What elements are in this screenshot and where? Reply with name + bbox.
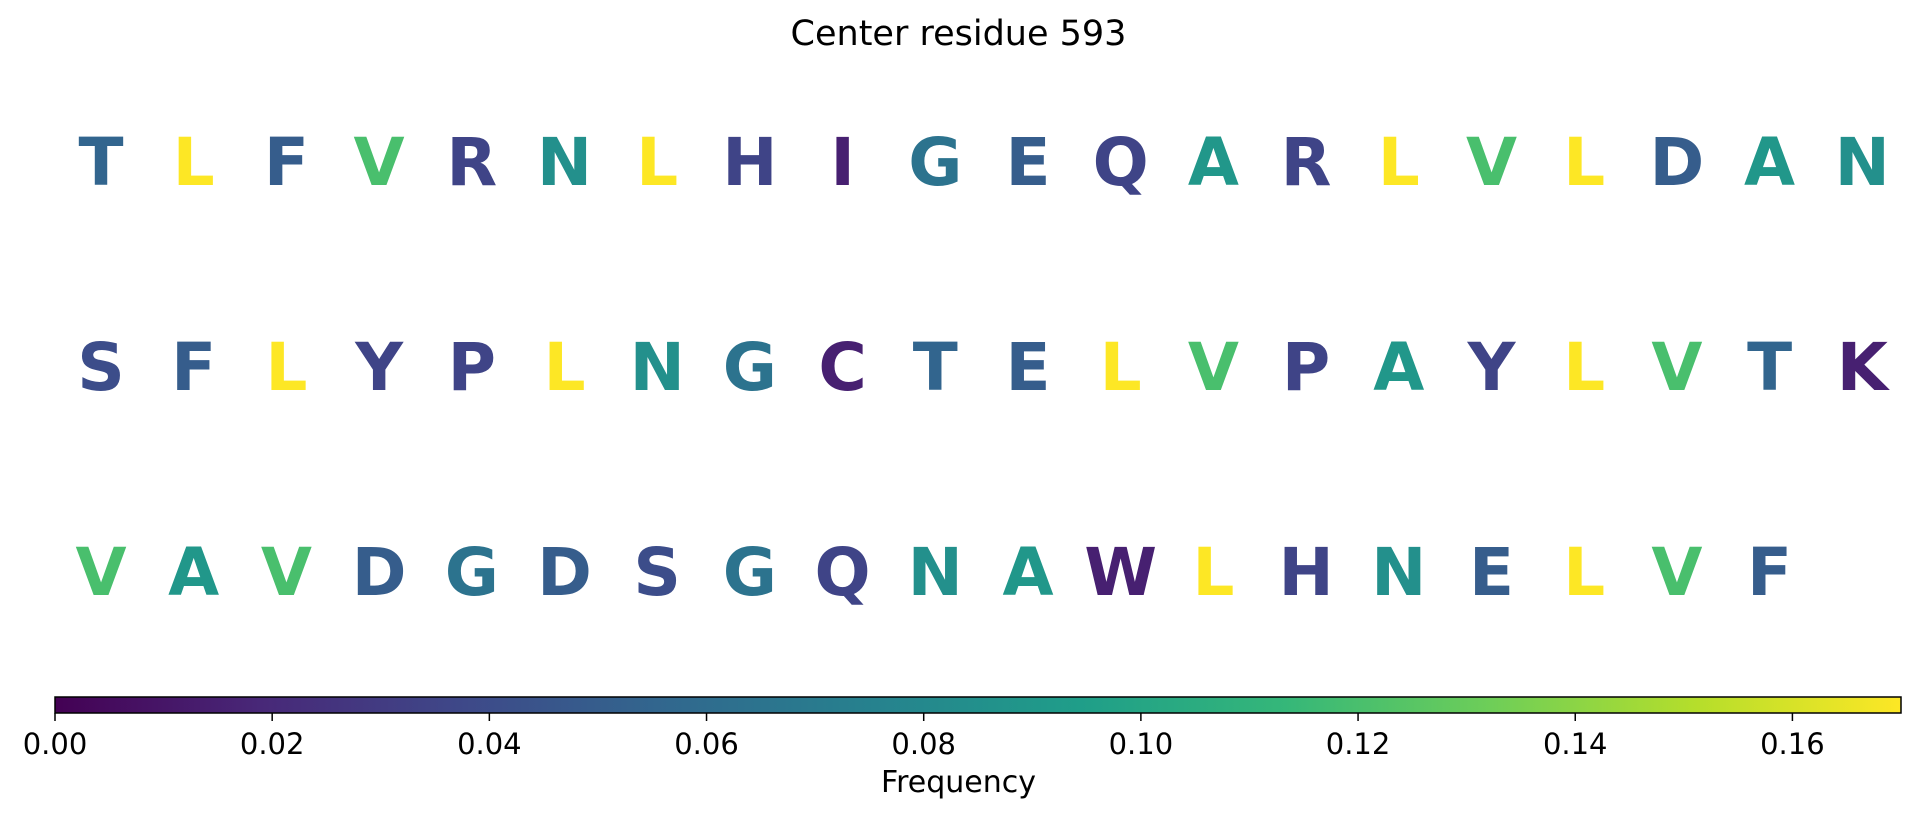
residue-1-15: L	[1378, 124, 1420, 201]
residue-1-8: H	[722, 124, 777, 201]
residue-2-11: E	[1005, 329, 1050, 406]
colorbar-tick-label: 0.00	[23, 727, 88, 761]
residue-3-14: H	[1278, 534, 1333, 611]
residue-1-10: G	[908, 124, 962, 201]
residue-3-17: L	[1563, 534, 1605, 611]
residue-3-12: W	[1084, 534, 1157, 611]
colorbar-tick-label: 0.06	[674, 727, 739, 761]
colorbar-gradient	[54, 696, 1902, 714]
residue-1-17: L	[1563, 124, 1605, 201]
residue-3-15: N	[1371, 534, 1426, 611]
residue-2-7: N	[630, 329, 685, 406]
residue-3-13: L	[1192, 534, 1234, 611]
residue-2-3: L	[265, 329, 307, 406]
residue-1-7: L	[636, 124, 678, 201]
residue-2-2: F	[171, 329, 216, 406]
residue-2-9: C	[818, 329, 866, 406]
residue-3-5: G	[445, 534, 499, 611]
residue-2-10: T	[913, 329, 958, 406]
residue-3-19: F	[1747, 534, 1792, 611]
colorbar-tick-label: 0.16	[1760, 727, 1825, 761]
residue-2-6: L	[543, 329, 585, 406]
residue-1-3: F	[264, 124, 309, 201]
residue-2-4: Y	[354, 329, 404, 406]
residue-1-11: E	[1005, 124, 1050, 201]
residue-1-2: L	[173, 124, 215, 201]
residue-1-5: R	[446, 124, 497, 201]
residue-3-9: Q	[815, 534, 871, 611]
colorbar-tick-label: 0.08	[891, 727, 956, 761]
residue-3-2: A	[168, 534, 219, 611]
residue-3-10: N	[908, 534, 963, 611]
colorbar-ticks: 0.00 0.02 0.04 0.06 0.08 0.10 0.12 0.14 0.16	[23, 713, 1825, 761]
colorbar-tick-label: 0.10	[1109, 727, 1174, 761]
residue-1-19: A	[1744, 124, 1795, 201]
residue-2-5: P	[448, 329, 496, 406]
residue-1-4: V	[354, 124, 405, 201]
residue-1-16: V	[1466, 124, 1517, 201]
residue-2-15: A	[1373, 329, 1424, 406]
residue-1-13: A	[1188, 124, 1239, 201]
residue-3-16: E	[1469, 534, 1514, 611]
residue-3-1: V	[75, 534, 126, 611]
residue-1-18: D	[1650, 124, 1705, 201]
residue-1-12: Q	[1093, 124, 1149, 201]
residue-3-8: G	[723, 534, 777, 611]
colorbar-label: Frequency	[881, 765, 1036, 800]
residue-1-14: R	[1281, 124, 1332, 201]
residue-1-6: N	[537, 124, 592, 201]
residue-1-1: T	[78, 124, 123, 201]
residue-3-3: V	[261, 534, 312, 611]
colorbar-tick-label: 0.02	[240, 727, 305, 761]
residue-2-13: V	[1188, 329, 1239, 406]
residue-3-6: D	[537, 534, 592, 611]
residue-2-8: G	[723, 329, 777, 406]
colorbar-tick-label: 0.14	[1543, 727, 1608, 761]
residue-2-1: S	[77, 329, 125, 406]
residue-3-4: D	[352, 534, 407, 611]
chart-title: Center residue 593	[790, 14, 1127, 54]
residue-3-18: V	[1651, 534, 1702, 611]
residue-1-9: I	[830, 124, 855, 201]
residue-2-16: Y	[1467, 329, 1517, 406]
residue-2-12: L	[1100, 329, 1142, 406]
colorbar-tick-label: 0.12	[1326, 727, 1391, 761]
residue-2-14: P	[1282, 329, 1330, 406]
residue-2-19: T	[1747, 329, 1792, 406]
residue-2-17: L	[1563, 329, 1605, 406]
residue-2-18: V	[1651, 329, 1702, 406]
residue-3-7: S	[633, 534, 681, 611]
residue-3-11: A	[1002, 534, 1053, 611]
colorbar-tick-label: 0.04	[457, 727, 522, 761]
residue-grid: T L F V R N L H I G E Q A R L V L D A NS F L Y P L N G C T E L V P A Y L V T K…	[75, 124, 1891, 611]
residue-1-20: N	[1835, 124, 1890, 201]
residue-2-20: K	[1837, 329, 1891, 406]
